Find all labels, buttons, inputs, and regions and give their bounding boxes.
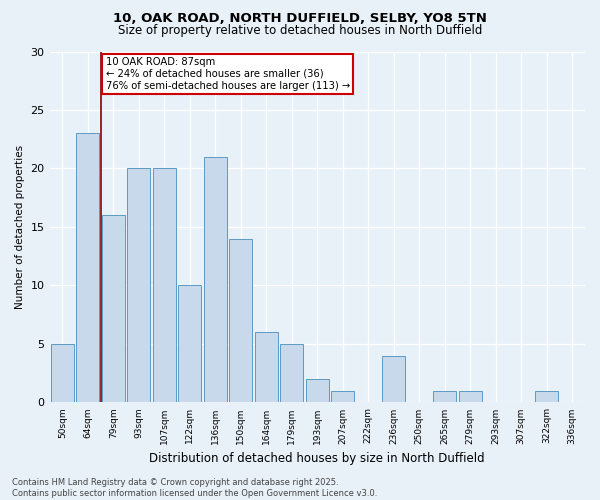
Text: 10, OAK ROAD, NORTH DUFFIELD, SELBY, YO8 5TN: 10, OAK ROAD, NORTH DUFFIELD, SELBY, YO8… <box>113 12 487 26</box>
Bar <box>153 168 176 402</box>
Bar <box>76 134 99 402</box>
Bar <box>280 344 303 403</box>
Bar <box>178 286 201 403</box>
Bar <box>382 356 405 403</box>
Bar <box>127 168 150 402</box>
Bar <box>229 238 252 402</box>
Text: 10 OAK ROAD: 87sqm
← 24% of detached houses are smaller (36)
76% of semi-detache: 10 OAK ROAD: 87sqm ← 24% of detached hou… <box>106 58 350 90</box>
Bar <box>433 390 456 402</box>
Bar <box>255 332 278 402</box>
Text: Contains HM Land Registry data © Crown copyright and database right 2025.
Contai: Contains HM Land Registry data © Crown c… <box>12 478 377 498</box>
Bar <box>306 379 329 402</box>
Text: Size of property relative to detached houses in North Duffield: Size of property relative to detached ho… <box>118 24 482 37</box>
Title: 10, OAK ROAD, NORTH DUFFIELD, SELBY, YO8 5TN
Size of property relative to detach: 10, OAK ROAD, NORTH DUFFIELD, SELBY, YO8… <box>0 499 1 500</box>
Bar <box>535 390 558 402</box>
Bar <box>102 216 125 402</box>
Bar <box>459 390 482 402</box>
X-axis label: Distribution of detached houses by size in North Duffield: Distribution of detached houses by size … <box>149 452 485 465</box>
Bar <box>204 157 227 402</box>
Bar <box>51 344 74 403</box>
Y-axis label: Number of detached properties: Number of detached properties <box>15 145 25 309</box>
Bar <box>331 390 354 402</box>
